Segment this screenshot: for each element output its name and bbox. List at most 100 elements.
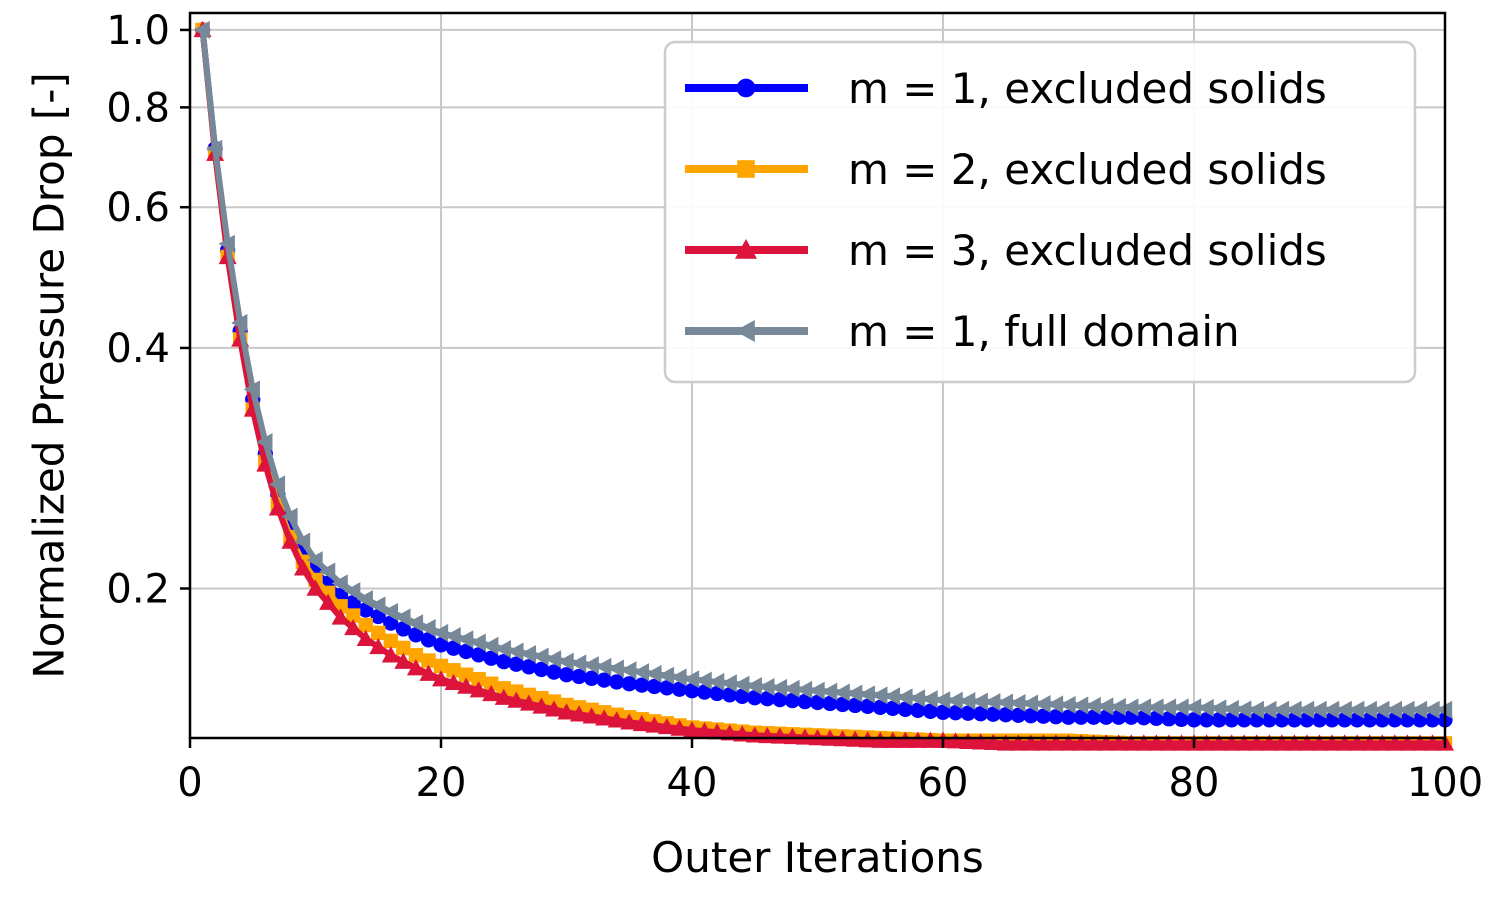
series-marker [1222,734,1241,751]
series-marker [671,681,688,697]
series-marker [306,579,325,596]
series-marker [293,559,312,576]
series-marker [433,637,449,653]
legend-item: m = 1, excluded solids [685,64,1327,113]
series-marker [883,687,900,706]
series-marker [496,681,511,696]
series-marker [1235,734,1254,751]
series-marker [519,694,538,711]
series-marker [808,681,825,700]
series-marker [469,681,488,698]
series-marker [1211,712,1227,728]
series-marker [544,700,563,717]
series-marker [973,706,989,722]
series-marker [1084,696,1101,715]
series-marker [770,678,788,697]
series-marker [1224,712,1240,728]
series-4 [193,20,1453,719]
series-marker [657,717,676,735]
plot-frame [188,11,1447,740]
series-marker [896,731,915,748]
series-marker [847,697,863,714]
series-marker [356,629,375,647]
series-marker [419,618,436,637]
series-marker [319,562,336,581]
series-marker [445,640,462,656]
series-marker [1410,734,1429,751]
series-marker [1009,693,1026,712]
series-marker [1122,698,1139,717]
series-marker [683,721,701,738]
series-marker [383,615,399,631]
series-marker [1335,700,1352,719]
series-marker [1072,696,1089,715]
series-marker [747,690,763,706]
series-marker [1197,734,1216,751]
series-marker [1021,694,1039,713]
x-tick-label: 80 [1169,760,1220,806]
series-marker [632,663,649,682]
series-marker [557,652,574,671]
series-marker [1235,700,1252,719]
series-marker [1073,709,1089,725]
series-marker [1222,699,1239,718]
series-marker [1310,700,1327,719]
series-marker [946,691,963,710]
series-marker [1385,700,1402,719]
series-marker [243,380,260,399]
series-marker [1134,698,1151,717]
series-marker [1122,734,1141,751]
series-marker [1197,698,1214,717]
series-marker [1360,734,1379,751]
series-marker [872,699,888,716]
series-marker [1210,699,1227,718]
series-marker [293,532,311,551]
series-marker [395,621,411,637]
series-marker [458,643,474,660]
legend-marker [737,160,755,178]
series-marker [1060,709,1077,725]
series-marker [1198,712,1215,728]
series-marker [532,697,551,714]
series-marker [984,693,1001,712]
series-marker [709,685,725,702]
series-marker [921,690,938,709]
series-marker [345,608,361,623]
y-tick-label: 0.6 [106,185,170,231]
series-marker [582,707,601,724]
series-marker [546,664,562,680]
series-marker [896,688,913,707]
series-marker [1021,734,1040,751]
series-marker [421,653,436,668]
series-marker [1360,700,1377,719]
series-marker [670,719,689,736]
series-marker [634,677,650,693]
series-marker [871,686,888,705]
series-marker [858,685,875,704]
x-tick-label: 100 [1407,760,1483,806]
series-marker [871,731,890,748]
series-marker [1023,708,1039,724]
series-marker [1034,734,1053,751]
series-marker [1210,734,1229,751]
legend-label: m = 1, full domain [848,307,1240,356]
series-marker [946,732,965,749]
series-marker [394,608,411,627]
series-marker [1260,734,1279,751]
series-marker [383,633,398,649]
series-marker [720,674,737,693]
series-marker [1109,734,1128,751]
series-marker [432,670,450,687]
series-marker [1247,734,1266,751]
series-marker [1046,734,1065,751]
series-marker [985,706,1001,722]
series-marker [419,664,438,681]
series-marker [544,650,562,669]
series-marker [370,608,386,625]
series-marker [1410,700,1428,719]
series-marker [607,711,626,728]
series-marker [571,668,587,685]
series-marker [1010,707,1026,723]
legend-item: m = 1, full domain [685,307,1240,356]
series-marker [1147,734,1166,751]
